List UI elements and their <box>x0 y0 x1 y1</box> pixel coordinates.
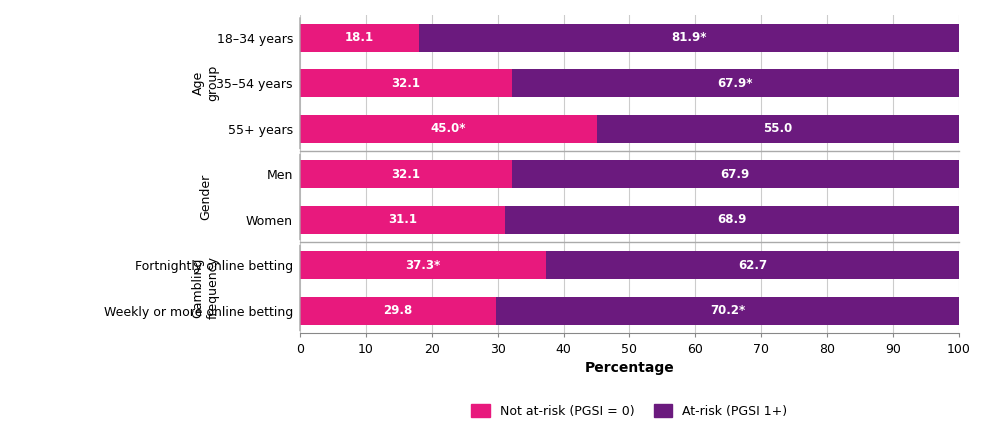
Text: 70.2*: 70.2* <box>710 304 745 317</box>
Bar <box>597 114 959 143</box>
Bar <box>546 251 959 279</box>
Text: 67.9: 67.9 <box>721 168 750 181</box>
Text: Gender: Gender <box>199 174 212 220</box>
Legend: Not at-risk (PGSI = 0), At-risk (PGSI 1+): Not at-risk (PGSI = 0), At-risk (PGSI 1+… <box>466 399 793 423</box>
Text: 37.3*: 37.3* <box>405 259 441 272</box>
Bar <box>512 160 959 188</box>
Bar <box>496 297 959 325</box>
Text: 55.0: 55.0 <box>763 122 793 135</box>
Bar <box>300 114 597 143</box>
Bar <box>300 206 505 234</box>
Text: Gambling
frequency: Gambling frequency <box>191 257 220 320</box>
Text: 29.8: 29.8 <box>384 304 413 317</box>
Bar <box>300 251 546 279</box>
Text: 18.1: 18.1 <box>345 31 374 44</box>
Bar <box>300 297 496 325</box>
Text: 81.9*: 81.9* <box>671 31 707 44</box>
Text: 62.7: 62.7 <box>738 259 767 272</box>
Bar <box>300 69 512 98</box>
Text: 32.1: 32.1 <box>391 77 420 90</box>
Text: 31.1: 31.1 <box>387 213 417 226</box>
Text: 68.9: 68.9 <box>717 213 746 226</box>
Text: 67.9*: 67.9* <box>718 77 753 90</box>
Text: Age
group: Age group <box>191 65 220 101</box>
Bar <box>505 206 959 234</box>
Bar <box>419 24 959 52</box>
Text: 45.0*: 45.0* <box>431 122 466 135</box>
Bar <box>512 69 959 98</box>
Text: 32.1: 32.1 <box>391 168 420 181</box>
X-axis label: Percentage: Percentage <box>585 361 674 375</box>
Bar <box>300 160 512 188</box>
Bar <box>300 24 419 52</box>
